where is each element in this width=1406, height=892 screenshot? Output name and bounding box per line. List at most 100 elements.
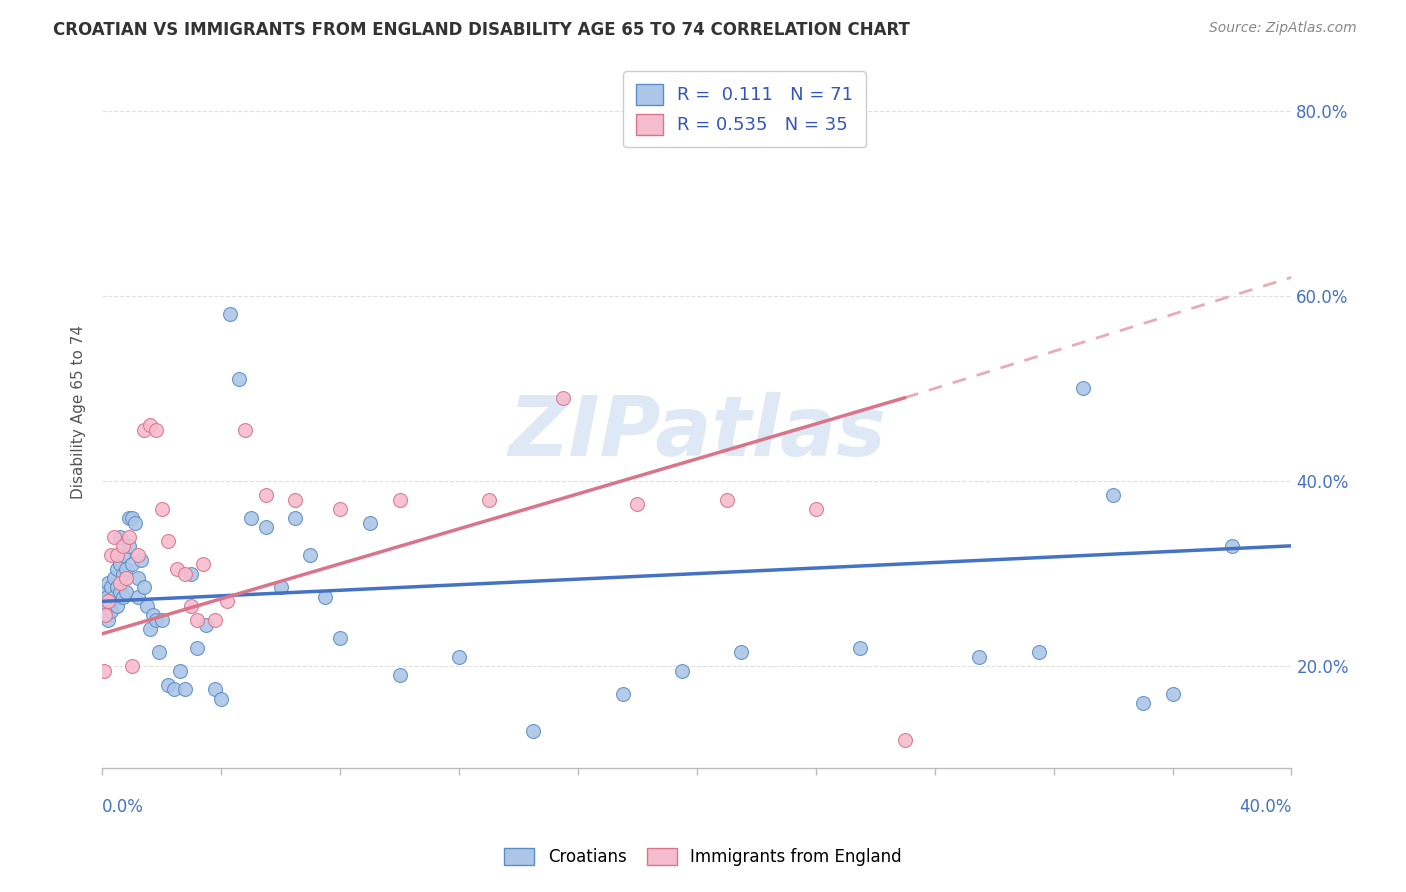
Point xyxy=(111,590,134,604)
Point xyxy=(219,307,242,321)
Point xyxy=(150,613,173,627)
Point xyxy=(105,562,128,576)
Point xyxy=(1102,488,1125,502)
Point xyxy=(97,594,120,608)
Point xyxy=(118,511,141,525)
Y-axis label: Disability Age 65 to 74: Disability Age 65 to 74 xyxy=(72,325,86,499)
Point xyxy=(96,590,118,604)
Point xyxy=(314,590,336,604)
Point xyxy=(166,562,188,576)
Point xyxy=(94,594,117,608)
Point xyxy=(132,581,155,595)
Point xyxy=(162,682,184,697)
Point xyxy=(121,558,143,572)
Point xyxy=(156,678,179,692)
Point xyxy=(204,682,226,697)
Point xyxy=(186,640,208,655)
Point xyxy=(108,585,131,599)
Point xyxy=(612,687,634,701)
Point xyxy=(127,590,149,604)
Point xyxy=(118,539,141,553)
Point xyxy=(228,372,250,386)
Point xyxy=(97,599,120,613)
Point xyxy=(359,516,381,530)
Point xyxy=(150,501,173,516)
Point xyxy=(139,622,162,636)
Point xyxy=(94,608,117,623)
Point xyxy=(97,613,120,627)
Point xyxy=(195,617,218,632)
Point xyxy=(284,492,307,507)
Point xyxy=(145,423,167,437)
Point xyxy=(105,548,128,562)
Point xyxy=(108,530,131,544)
Point xyxy=(129,552,152,566)
Point xyxy=(1073,381,1095,395)
Point xyxy=(111,548,134,562)
Point xyxy=(100,594,122,608)
Point xyxy=(447,649,470,664)
Point xyxy=(94,608,117,623)
Point xyxy=(108,558,131,572)
Legend: R =  0.111   N = 71, R = 0.535   N = 35: R = 0.111 N = 71, R = 0.535 N = 35 xyxy=(623,71,866,147)
Point xyxy=(108,575,131,590)
Point xyxy=(93,585,115,599)
Point xyxy=(105,581,128,595)
Point xyxy=(111,539,134,553)
Point xyxy=(329,632,352,646)
Point xyxy=(115,562,138,576)
Point xyxy=(204,613,226,627)
Point xyxy=(388,668,411,682)
Point xyxy=(1220,539,1243,553)
Point xyxy=(329,501,352,516)
Text: ZIPatlas: ZIPatlas xyxy=(508,392,886,474)
Point xyxy=(103,530,125,544)
Point xyxy=(551,391,574,405)
Point xyxy=(127,548,149,562)
Point xyxy=(1028,645,1050,659)
Point xyxy=(103,590,125,604)
Point xyxy=(849,640,872,655)
Point xyxy=(139,418,162,433)
Text: CROATIAN VS IMMIGRANTS FROM ENGLAND DISABILITY AGE 65 TO 74 CORRELATION CHART: CROATIAN VS IMMIGRANTS FROM ENGLAND DISA… xyxy=(53,21,910,38)
Point xyxy=(388,492,411,507)
Text: 40.0%: 40.0% xyxy=(1239,797,1292,815)
Point xyxy=(270,581,292,595)
Point xyxy=(115,571,138,585)
Point xyxy=(186,613,208,627)
Legend: Croatians, Immigrants from England: Croatians, Immigrants from England xyxy=(498,841,908,873)
Text: 0.0%: 0.0% xyxy=(103,797,143,815)
Point xyxy=(180,566,202,581)
Text: Source: ZipAtlas.com: Source: ZipAtlas.com xyxy=(1209,21,1357,35)
Point xyxy=(969,649,991,664)
Point xyxy=(169,664,191,678)
Point xyxy=(121,659,143,673)
Point xyxy=(135,599,157,613)
Point xyxy=(217,594,239,608)
Point xyxy=(193,558,215,572)
Point xyxy=(284,511,307,525)
Point xyxy=(174,566,197,581)
Point xyxy=(127,571,149,585)
Point xyxy=(121,511,143,525)
Point xyxy=(174,682,197,697)
Point xyxy=(93,664,115,678)
Point xyxy=(894,733,917,747)
Point xyxy=(100,548,122,562)
Point xyxy=(1161,687,1184,701)
Point xyxy=(254,488,277,502)
Point xyxy=(132,423,155,437)
Point xyxy=(730,645,752,659)
Point xyxy=(180,599,202,613)
Point xyxy=(156,534,179,549)
Point xyxy=(233,423,256,437)
Point xyxy=(1132,696,1154,710)
Point xyxy=(97,575,120,590)
Point xyxy=(478,492,501,507)
Point xyxy=(804,501,827,516)
Point xyxy=(100,604,122,618)
Point xyxy=(142,608,165,623)
Point xyxy=(118,530,141,544)
Point xyxy=(111,566,134,581)
Point xyxy=(522,723,544,738)
